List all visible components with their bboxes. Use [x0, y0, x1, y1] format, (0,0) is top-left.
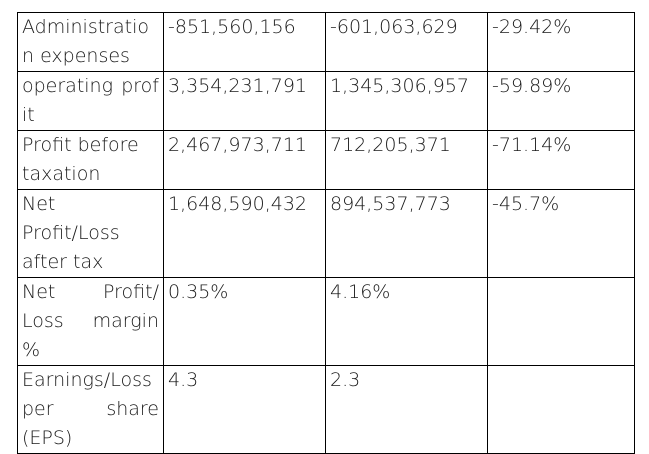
- row-label: Profit before taxation: [17, 130, 164, 190]
- value-cell: 712,205,371: [325, 130, 488, 190]
- financial-table: Administration expenses -851,560,156 -60…: [17, 12, 635, 454]
- change-cell: [487, 365, 635, 454]
- value-cell: 3,354,231,791: [163, 71, 326, 131]
- value-cell: 4.16%: [325, 277, 488, 366]
- value-cell: 2.3: [325, 365, 488, 454]
- row-label: operating profit: [17, 71, 164, 131]
- change-cell: -59.89%: [487, 71, 635, 131]
- change-cell: -29.42%: [487, 12, 635, 72]
- value-cell: -851,560,156: [163, 12, 326, 72]
- value-cell: 1,345,306,957: [325, 71, 488, 131]
- change-cell: -71.14%: [487, 130, 635, 190]
- change-cell: [487, 277, 635, 366]
- table-row: Earnings/Loss per share (EPS) 4.3 2.3: [17, 365, 635, 454]
- value-cell: 1,648,590,432: [163, 189, 326, 278]
- row-label: Net Profit/ Loss margin %: [17, 277, 164, 366]
- table-row: Net Profit/ Loss margin % 0.35% 4.16%: [17, 277, 635, 366]
- row-label: Net Profit/Loss after tax: [17, 189, 164, 278]
- table-row: Net Profit/Loss after tax 1,648,590,432 …: [17, 189, 635, 278]
- value-cell: 894,537,773: [325, 189, 488, 278]
- table-row: operating profit 3,354,231,791 1,345,306…: [17, 71, 635, 131]
- row-label: Administration expenses: [17, 12, 164, 72]
- table-row: Profit before taxation 2,467,973,711 712…: [17, 130, 635, 190]
- value-cell: -601,063,629: [325, 12, 488, 72]
- table-row: Administration expenses -851,560,156 -60…: [17, 12, 635, 72]
- value-cell: 2,467,973,711: [163, 130, 326, 190]
- value-cell: 4.3: [163, 365, 326, 454]
- change-cell: -45.7%: [487, 189, 635, 278]
- value-cell: 0.35%: [163, 277, 326, 366]
- row-label: Earnings/Loss per share (EPS): [17, 365, 164, 454]
